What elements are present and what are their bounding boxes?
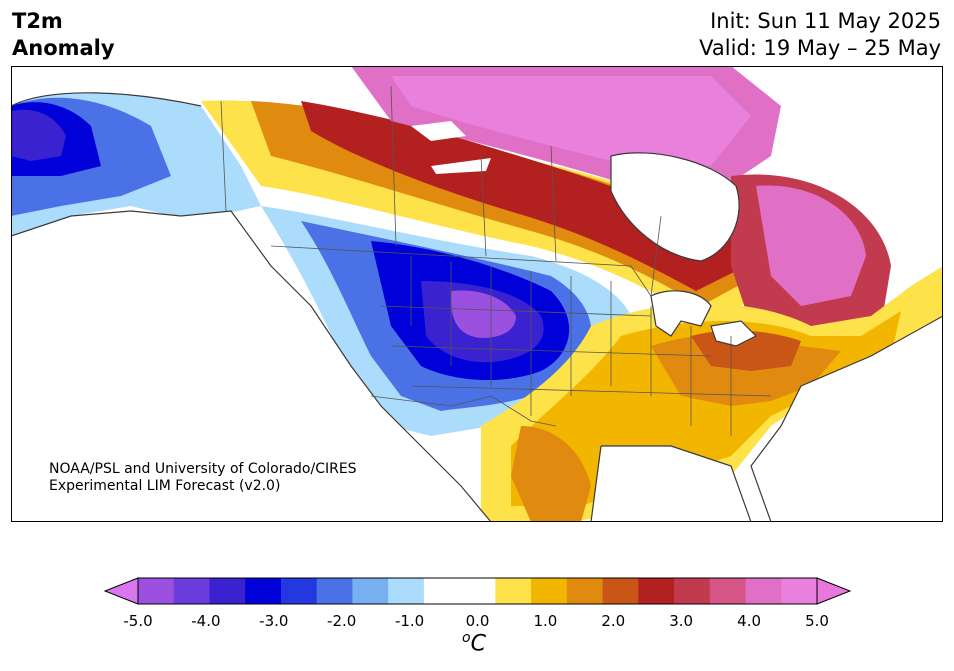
credit-text: NOAA/PSL and University of Colorado/CIRE… bbox=[49, 461, 357, 495]
colorbar-tick-label: -3.0 bbox=[259, 612, 289, 630]
arctic-ocean-right bbox=[731, 66, 943, 146]
political-borders bbox=[220, 85, 772, 436]
colorbar-tick-label: -2.0 bbox=[327, 612, 357, 630]
anomaly-subtitle: Anomaly bbox=[12, 36, 115, 60]
hot-region-quebec-core bbox=[756, 185, 866, 306]
unit-base: C bbox=[470, 631, 486, 657]
colorbar-segment bbox=[781, 578, 818, 604]
colorbar-segment bbox=[209, 578, 246, 604]
colorbar-segment bbox=[423, 578, 461, 604]
colorbar-segment bbox=[459, 578, 496, 604]
colorbar-segment bbox=[745, 578, 782, 604]
gulf-of-mexico bbox=[591, 446, 751, 522]
alaska-border bbox=[220, 100, 227, 212]
colorbar bbox=[103, 577, 852, 605]
colorbar-tick-label: -5.0 bbox=[123, 612, 153, 630]
colorbar-segment bbox=[531, 578, 568, 604]
pacific-ocean bbox=[11, 211, 491, 522]
hot-region-north-core bbox=[391, 76, 751, 166]
unit-label: oC bbox=[462, 630, 486, 656]
colorbar-tick-label: 5.0 bbox=[805, 612, 829, 630]
atlantic-ocean bbox=[751, 316, 943, 522]
great-lakes-outline bbox=[650, 290, 758, 347]
colorbar-segment bbox=[245, 578, 282, 604]
colorbar-tick-label: 4.0 bbox=[737, 612, 762, 630]
colorbar-segment bbox=[138, 578, 175, 604]
lake-winnipeg bbox=[411, 121, 491, 174]
province-borders bbox=[390, 85, 662, 297]
colorbar-tick-label: -4.0 bbox=[191, 612, 221, 630]
title-block: T2m Anomaly bbox=[12, 8, 115, 62]
water-bodies bbox=[11, 66, 943, 522]
cold-region-west-core bbox=[450, 290, 516, 338]
colorbar-tick-label: 2.0 bbox=[601, 612, 626, 630]
credit-line-2: Experimental LIM Forecast (v2.0) bbox=[49, 478, 281, 494]
colorbar-segment bbox=[316, 578, 353, 604]
gulf-coastline bbox=[590, 445, 752, 522]
colorbar-tick-label: 0.0 bbox=[465, 612, 490, 630]
colorbar-tick-label: -1.0 bbox=[394, 612, 425, 630]
great-lakes bbox=[651, 290, 756, 346]
unit-prefix: o bbox=[462, 630, 471, 646]
east-coastline bbox=[750, 315, 943, 522]
colorbar-segments bbox=[103, 577, 852, 605]
warm-belt-3 bbox=[301, 101, 751, 291]
us-canada-border bbox=[270, 245, 652, 297]
anomaly-map bbox=[11, 66, 943, 522]
west-coastline bbox=[11, 92, 492, 522]
colorbar-segment bbox=[352, 578, 389, 604]
mexico-border bbox=[370, 395, 557, 427]
colorbar-segment bbox=[602, 578, 639, 604]
colorbar-outline bbox=[137, 577, 818, 605]
arctic-ocean-left bbox=[11, 66, 351, 101]
date-block: Init: Sun 11 May 2025 Valid: 19 May – 25… bbox=[699, 8, 941, 62]
map-outlines bbox=[11, 92, 943, 522]
valid-range: Valid: 19 May – 25 May bbox=[699, 36, 941, 60]
warm-region-texas bbox=[511, 426, 591, 522]
colorbar-high-extension bbox=[816, 577, 852, 605]
colorbar-segment bbox=[709, 578, 747, 604]
colorbar-segment bbox=[638, 578, 675, 604]
colorbar-segment bbox=[674, 578, 711, 604]
credit-line-1: NOAA/PSL and University of Colorado/CIRE… bbox=[49, 461, 357, 477]
colorbar-segment bbox=[495, 578, 532, 604]
hudson-bay-coast bbox=[610, 152, 740, 262]
colorbar-tick-label: 3.0 bbox=[669, 612, 694, 630]
colorbar-low-extension bbox=[103, 577, 139, 605]
map-frame bbox=[11, 66, 943, 522]
cold-region-alaska-max bbox=[11, 109, 66, 161]
colorbar-segment bbox=[388, 578, 425, 604]
variable-title: T2m bbox=[12, 9, 63, 33]
colorbar-segment bbox=[173, 578, 210, 604]
colorbar-tick-label: 1.0 bbox=[533, 612, 558, 630]
colorbar-segment bbox=[566, 578, 604, 604]
state-borders bbox=[380, 256, 772, 436]
init-date: Init: Sun 11 May 2025 bbox=[710, 9, 941, 33]
colorbar-segment bbox=[280, 578, 318, 604]
